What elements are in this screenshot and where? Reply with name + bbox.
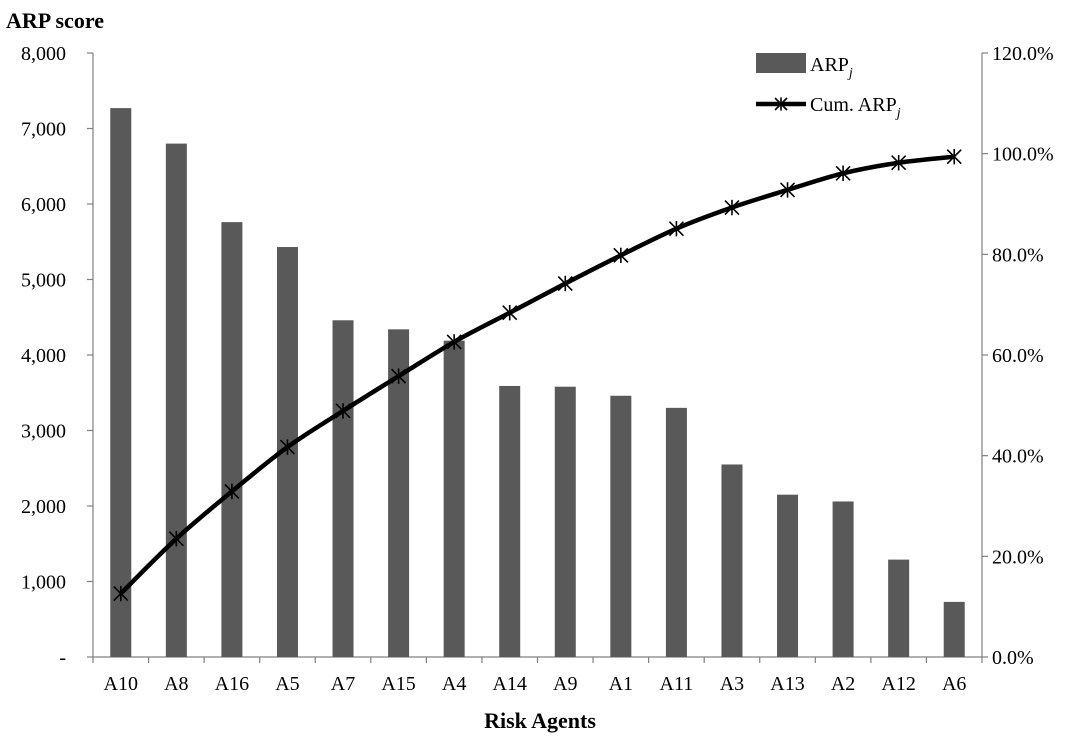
bar xyxy=(443,340,465,657)
bar xyxy=(721,464,743,657)
left-tick-label: 2,000 xyxy=(21,496,66,518)
x-tick-label: A10 xyxy=(104,673,138,695)
left-tick-label: 4,000 xyxy=(21,345,66,367)
x-tick-label: A6 xyxy=(942,673,966,695)
x-tick-label: A2 xyxy=(831,673,855,695)
x-tick-label: A3 xyxy=(720,673,744,695)
x-tick-label: A14 xyxy=(492,673,526,695)
line-point-marker xyxy=(335,403,351,419)
left-axis-ticks: - 1,000 2,000 3,000 4,000 5,000 6,000 7,000 8,00… xyxy=(21,43,93,669)
left-tick-label: 5,000 xyxy=(21,270,66,292)
line-point-marker xyxy=(946,148,962,165)
x-tick-label: A11 xyxy=(660,673,694,695)
cumulative-line-series xyxy=(113,148,962,602)
legend-label-arp-subscript: j xyxy=(847,66,853,81)
bar xyxy=(165,143,187,658)
x-axis-ticks: A10 A8 A16 A5 A7 A15 A4 A14 A9 A1 A11 A3 A13 A2 A12 A6 xyxy=(92,657,983,695)
x-tick-label: A13 xyxy=(770,673,804,695)
bar xyxy=(221,222,243,657)
right-tick-label: 20.0% xyxy=(992,546,1044,568)
bar xyxy=(110,108,132,658)
right-tick-label: 100.0% xyxy=(992,144,1054,166)
right-tick-label: 120.0% xyxy=(992,43,1054,65)
bar-series xyxy=(110,108,965,658)
x-tick-label: A12 xyxy=(881,673,915,695)
bar xyxy=(499,385,521,657)
right-tick-label: 80.0% xyxy=(992,244,1044,266)
line-point-marker xyxy=(891,155,907,171)
line-point-marker xyxy=(774,97,788,111)
x-tick-label: A7 xyxy=(331,673,355,695)
left-tick-label: 8,000 xyxy=(21,43,66,65)
right-tick-label: 60.0% xyxy=(992,345,1044,367)
legend-label-cum-arp: Cum. ARPj xyxy=(810,94,901,121)
left-tick-label: 6,000 xyxy=(21,194,66,216)
x-tick-label: A9 xyxy=(553,673,577,695)
line-point-marker xyxy=(168,531,184,547)
line-point-marker xyxy=(446,334,462,350)
bar xyxy=(777,494,799,657)
x-axis-title: Risk Agents xyxy=(484,708,596,733)
bar xyxy=(332,320,354,657)
line-point-marker xyxy=(835,165,851,181)
bar xyxy=(943,601,965,657)
bar xyxy=(665,407,687,657)
x-tick-label: A15 xyxy=(381,673,415,695)
left-tick-label: - xyxy=(59,647,66,669)
x-tick-label: A5 xyxy=(275,673,299,695)
x-tick-label: A16 xyxy=(215,673,249,695)
line-point-marker xyxy=(779,182,796,198)
bar xyxy=(832,501,854,657)
legend-label-cum-arp-text: Cum. ARP xyxy=(810,94,897,116)
bar xyxy=(554,386,576,657)
line-point-marker xyxy=(224,483,240,500)
line-point-marker xyxy=(557,275,573,292)
legend-label-arp-text: ARP xyxy=(810,54,849,76)
right-tick-label: 0.0% xyxy=(992,647,1034,669)
line-point-marker xyxy=(502,305,518,321)
cumulative-line xyxy=(119,154,955,596)
bar xyxy=(388,329,410,657)
y-axis-title: ARP score xyxy=(6,8,104,33)
line-point-marker xyxy=(613,247,629,264)
x-tick-label: A4 xyxy=(442,673,466,695)
line-point-marker xyxy=(668,220,684,237)
bar xyxy=(888,559,910,657)
legend-label-arp: ARPj xyxy=(810,54,853,81)
legend-bar-swatch xyxy=(756,53,806,73)
legend-label-cum-arp-subscript: j xyxy=(895,106,901,121)
left-tick-label: 1,000 xyxy=(21,572,66,594)
bar xyxy=(610,395,632,657)
line-point-marker xyxy=(391,368,407,384)
right-axis-ticks: 0.0% 20.0% 40.0% 60.0% 80.0% 100.0% 120.0% xyxy=(982,43,1054,669)
x-tick-label: A1 xyxy=(609,673,633,695)
left-tick-label: 3,000 xyxy=(21,421,66,443)
line-point-marker xyxy=(724,199,740,216)
right-tick-label: 40.0% xyxy=(992,446,1044,468)
x-tick-label: A8 xyxy=(164,673,188,695)
line-point-marker xyxy=(279,439,296,455)
left-tick-label: 7,000 xyxy=(21,119,66,141)
line-point-marker xyxy=(113,585,129,602)
